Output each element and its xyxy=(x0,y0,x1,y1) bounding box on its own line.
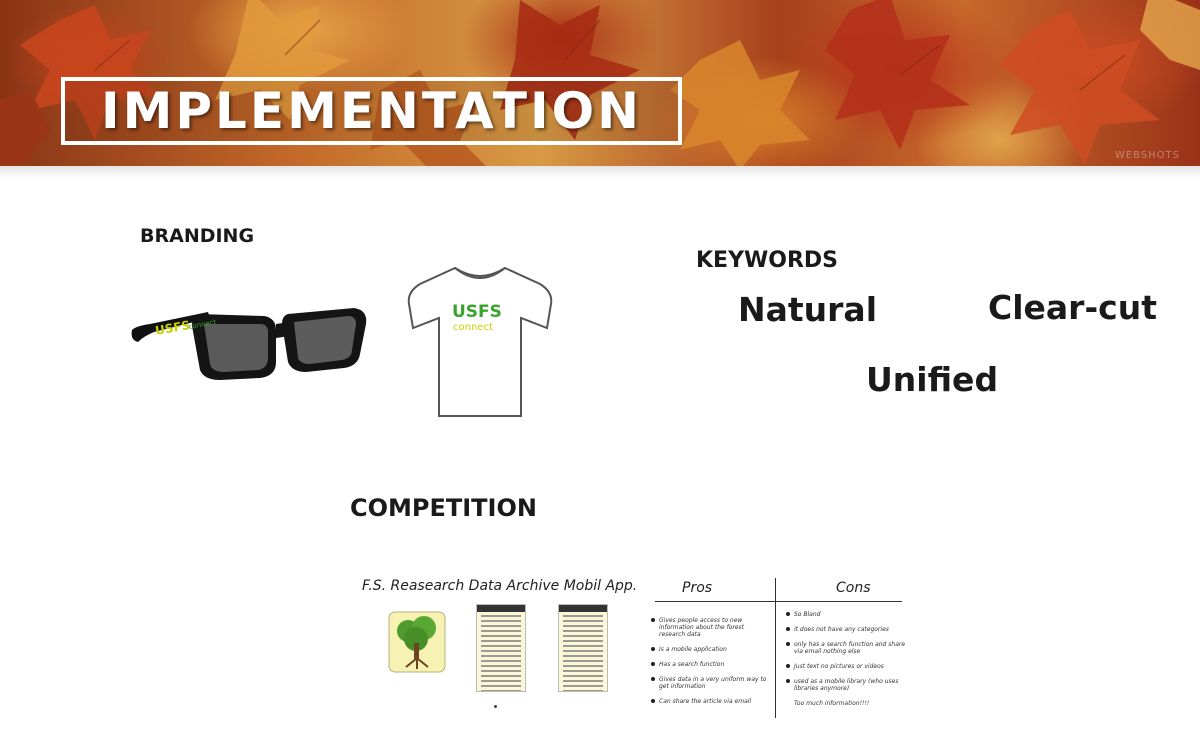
cons-list: So Bland it does not have any categories… xyxy=(786,611,906,715)
competition-heading: COMPETITION xyxy=(350,494,537,522)
pros-list: Gives people access to new information a… xyxy=(651,617,771,713)
pros-item: Has a search function xyxy=(651,661,771,668)
page-title: IMPLEMENTATION xyxy=(101,82,642,140)
banner-shadow xyxy=(0,166,1200,178)
cons-item: used as a mobile library (who uses libra… xyxy=(786,678,906,692)
tshirt-image: USFS connect xyxy=(407,266,553,417)
watermark: WEBSHOTS xyxy=(1114,150,1180,161)
table-divider-horizontal xyxy=(655,601,902,602)
header-banner: IMPLEMENTATION WEBSHOTS xyxy=(0,0,1200,166)
keyword-clear-cut: Clear-cut xyxy=(988,288,1157,327)
autumn-leaves-background xyxy=(0,0,1200,166)
glasses-logo-main: USFS xyxy=(154,318,191,338)
keyword-unified: Unified xyxy=(866,360,999,399)
page-title-box: IMPLEMENTATION xyxy=(61,77,682,145)
pros-item: Gives data in a very uniform way to get … xyxy=(651,676,771,690)
pros-item: Gives people access to new information a… xyxy=(651,617,771,638)
keywords-heading: KEYWORDS xyxy=(696,248,839,273)
cons-item: Just text no pictures or videos xyxy=(786,663,906,670)
tree-app-icon xyxy=(388,611,446,673)
shirt-logo-sub: connect xyxy=(453,322,493,333)
pros-item: Is a mobile application xyxy=(651,646,771,653)
stray-dot xyxy=(494,705,497,708)
cons-item: it does not have any categories xyxy=(786,626,906,633)
competitor-app-title: F.S. Reasearch Data Archive Mobil App. xyxy=(362,578,638,594)
app-screenshot-1 xyxy=(476,604,526,692)
cons-item: So Bland xyxy=(786,611,906,618)
app-screenshot-2 xyxy=(558,604,608,692)
branding-heading: BRANDING xyxy=(140,225,255,247)
pros-item: Can share the article via email xyxy=(651,698,771,705)
cons-heading: Cons xyxy=(836,580,871,596)
sunglasses-image: USFS connect xyxy=(131,308,367,380)
table-divider-vertical xyxy=(775,578,776,718)
keyword-natural: Natural xyxy=(738,290,878,329)
cons-item: only has a search function and share via… xyxy=(786,641,906,655)
cons-item: Too much information!!!! xyxy=(794,700,870,707)
shirt-logo-main: USFS xyxy=(452,302,502,322)
pros-heading: Pros xyxy=(682,580,713,596)
